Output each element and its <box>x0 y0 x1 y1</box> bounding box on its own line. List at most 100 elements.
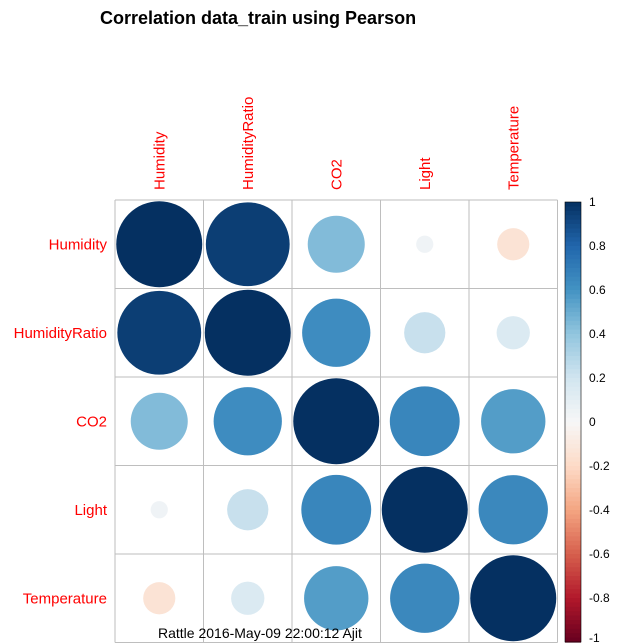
colorbar-segment <box>565 602 581 608</box>
colorbar-tick-label: 0.4 <box>589 327 606 341</box>
corr-circle-temperature-humidityratio <box>231 581 265 615</box>
colorbar-segment <box>565 501 581 507</box>
colorbar-segment <box>565 373 581 379</box>
corr-circle-temperature-co2 <box>304 566 369 631</box>
colorbar-segment <box>565 237 581 243</box>
colorbar-segment <box>565 430 581 436</box>
colorbar-segment <box>565 382 581 388</box>
colorbar-segment <box>565 259 581 265</box>
colorbar-segment <box>565 479 581 485</box>
colorbar-segment <box>565 439 581 445</box>
colorbar-tick-label: -1 <box>589 631 600 644</box>
colorbar-tick-label: -0.2 <box>589 459 610 473</box>
colorbar-segment <box>565 312 581 317</box>
colorbar-segment <box>565 584 581 590</box>
row-label-humidityratio: HumidityRatio <box>14 325 107 342</box>
colorbar-tick-label: 0.2 <box>589 371 606 385</box>
colorbar-segment <box>565 514 581 520</box>
colorbar-segment <box>565 505 581 511</box>
colorbar-tick-label: -0.6 <box>589 547 610 561</box>
corr-circle-co2-humidity <box>130 392 188 450</box>
colorbar-segment <box>565 224 581 229</box>
colorbar-segment <box>565 571 581 577</box>
colorbar-segment <box>565 268 581 273</box>
colorbar-tick-label: -0.4 <box>589 503 610 517</box>
corr-circle-humidity-humidityratio <box>205 202 290 287</box>
colorbar-segment <box>565 470 581 476</box>
colorbar-segment <box>565 598 581 603</box>
corr-circle-light-co2 <box>301 474 372 545</box>
circles <box>116 201 557 642</box>
corr-circle-temperature-temperature <box>470 555 557 642</box>
colorbar-segment <box>565 518 581 524</box>
colorbar-segment <box>565 496 581 502</box>
colorbar-segment <box>565 347 581 353</box>
colorbar-tick-label: -0.8 <box>589 591 610 605</box>
colorbar-segment <box>565 593 581 599</box>
colorbar-segment <box>565 422 581 427</box>
colorbar-segment <box>565 426 581 432</box>
colorbar-segment <box>565 474 581 480</box>
colorbar-segment <box>565 633 581 639</box>
col-label-co2: CO2 <box>328 159 345 190</box>
corr-circle-humidity-temperature <box>497 228 530 261</box>
colorbar-segment <box>565 576 581 581</box>
corr-circle-humidityratio-humidityratio <box>204 289 291 376</box>
colorbar-segment <box>565 307 581 313</box>
colorbar-segment <box>565 215 581 221</box>
column-labels: Humidity HumidityRatio CO2 Light Temperature <box>151 97 522 190</box>
colorbar-segment <box>565 567 581 573</box>
colorbar-segment <box>565 210 581 216</box>
colorbar-segment <box>565 400 581 405</box>
colorbar-segment <box>565 290 581 295</box>
corr-circle-co2-co2 <box>293 378 380 465</box>
colorbar-segment <box>565 620 581 625</box>
colorbar-segment <box>565 510 581 515</box>
colorbar-segment <box>565 628 581 634</box>
colorbar-segment <box>565 417 581 423</box>
row-label-humidity: Humidity <box>49 236 108 253</box>
col-label-light: Light <box>417 157 434 190</box>
colorbar-segment <box>565 624 581 630</box>
corr-circle-co2-light <box>389 386 460 457</box>
colorbar-segment <box>565 285 581 291</box>
colorbar-segment <box>565 483 581 489</box>
col-label-humidity: Humidity <box>151 131 168 190</box>
colorbar-segment <box>565 580 581 586</box>
corr-circle-humidityratio-humidity <box>117 290 202 375</box>
colorbar-segment <box>565 461 581 467</box>
colorbar-segment <box>565 378 581 383</box>
colorbar-segment <box>565 452 581 458</box>
colorbar-segment <box>565 276 581 282</box>
colorbar-tick-label: 0.8 <box>589 239 606 253</box>
corr-circle-co2-temperature <box>481 389 546 454</box>
colorbar-frame <box>564 201 582 643</box>
colorbar-tick-label: 0 <box>589 415 596 429</box>
colorbar-segment <box>565 254 581 260</box>
colorbar-tick-label: 1 <box>589 195 596 209</box>
colorbar-segment <box>565 413 581 419</box>
colorbar-segment <box>565 606 581 612</box>
colorbar-segment <box>565 334 581 339</box>
colorbar-segment <box>565 241 581 247</box>
colorbar-segment <box>565 589 581 595</box>
corr-circle-light-humidity <box>150 501 168 519</box>
colorbar-segment <box>565 232 581 238</box>
colorbar-segment <box>565 532 581 537</box>
colorbar-segment <box>565 527 581 533</box>
colorbar-segment <box>565 298 581 304</box>
colorbar-tick-label: 0.6 <box>589 283 606 297</box>
colorbar-segment <box>565 554 581 559</box>
colorbar-segment <box>565 246 581 251</box>
colorbar-segment <box>565 294 581 300</box>
corr-circle-light-light <box>381 466 468 553</box>
colorbar: 1 0.8 0.6 0.4 0.2 0 -0.2 -0.4 -0.6 -0.8 -1 <box>564 195 610 644</box>
corr-circle-co2-humidityratio <box>213 387 282 456</box>
chart-title: Correlation data_train using Pearson <box>100 8 417 28</box>
corr-circle-humidityratio-temperature <box>496 316 530 350</box>
colorbar-segment <box>565 408 581 414</box>
colorbar-segment <box>565 369 581 375</box>
corr-circle-humidity-co2 <box>307 215 365 273</box>
colorbar-segment <box>565 386 581 392</box>
